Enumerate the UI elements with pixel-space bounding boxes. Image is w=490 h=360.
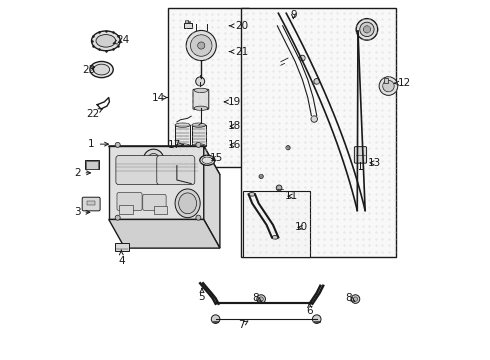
- Circle shape: [286, 145, 290, 150]
- Bar: [175, 125, 190, 146]
- FancyBboxPatch shape: [117, 193, 142, 211]
- Circle shape: [115, 142, 120, 147]
- Ellipse shape: [175, 144, 190, 148]
- Circle shape: [144, 149, 164, 169]
- Text: 8: 8: [252, 293, 262, 303]
- Circle shape: [383, 80, 394, 92]
- Circle shape: [186, 31, 216, 60]
- Text: 11: 11: [285, 191, 298, 201]
- Ellipse shape: [194, 106, 208, 111]
- Text: 14: 14: [151, 93, 168, 103]
- Circle shape: [299, 55, 305, 61]
- Text: 6: 6: [306, 303, 313, 316]
- Bar: [168, 8, 248, 167]
- Text: 19: 19: [224, 97, 241, 107]
- Circle shape: [356, 19, 378, 40]
- Bar: [185, 20, 188, 23]
- Circle shape: [276, 185, 282, 191]
- Bar: [153, 206, 167, 214]
- Circle shape: [148, 153, 159, 165]
- Polygon shape: [109, 146, 204, 220]
- Text: 20: 20: [229, 21, 248, 31]
- Circle shape: [313, 315, 321, 323]
- Circle shape: [173, 162, 180, 169]
- Polygon shape: [109, 146, 220, 175]
- Bar: [189, 21, 191, 23]
- Circle shape: [351, 295, 360, 303]
- Circle shape: [196, 142, 201, 147]
- Ellipse shape: [272, 235, 278, 239]
- Circle shape: [196, 215, 201, 220]
- Circle shape: [360, 22, 374, 37]
- Polygon shape: [204, 146, 220, 248]
- FancyBboxPatch shape: [116, 156, 159, 185]
- Bar: [192, 125, 205, 146]
- Ellipse shape: [202, 157, 213, 163]
- Circle shape: [170, 158, 184, 173]
- Circle shape: [259, 297, 263, 301]
- Ellipse shape: [192, 144, 205, 148]
- Ellipse shape: [200, 155, 215, 165]
- Circle shape: [197, 42, 205, 49]
- Bar: [243, 191, 310, 257]
- Bar: [184, 23, 192, 28]
- Circle shape: [115, 215, 120, 220]
- Bar: [87, 201, 95, 205]
- Text: 2: 2: [74, 168, 91, 178]
- Polygon shape: [109, 220, 220, 248]
- Circle shape: [259, 174, 263, 179]
- Text: 16: 16: [228, 140, 241, 150]
- FancyBboxPatch shape: [193, 89, 209, 109]
- Text: 1: 1: [88, 139, 108, 149]
- Text: 3: 3: [74, 207, 90, 217]
- Ellipse shape: [92, 31, 120, 51]
- FancyBboxPatch shape: [143, 194, 166, 211]
- Text: 22: 22: [86, 109, 102, 119]
- Text: 18: 18: [228, 121, 241, 131]
- Text: 17: 17: [168, 140, 183, 150]
- Text: 12: 12: [395, 78, 411, 88]
- Text: 10: 10: [295, 222, 308, 232]
- Ellipse shape: [194, 88, 208, 93]
- Text: 23: 23: [82, 64, 96, 75]
- Text: 15: 15: [210, 153, 223, 163]
- Ellipse shape: [90, 62, 113, 78]
- Circle shape: [257, 295, 266, 303]
- Circle shape: [191, 35, 212, 56]
- Ellipse shape: [196, 77, 205, 86]
- Text: 9: 9: [290, 10, 297, 20]
- Circle shape: [364, 26, 370, 33]
- Ellipse shape: [311, 116, 318, 122]
- Circle shape: [379, 77, 398, 95]
- Ellipse shape: [94, 64, 110, 75]
- Bar: [119, 205, 133, 214]
- Circle shape: [353, 297, 358, 301]
- FancyBboxPatch shape: [82, 197, 100, 211]
- Circle shape: [314, 78, 319, 84]
- FancyBboxPatch shape: [354, 147, 367, 163]
- Bar: [384, 78, 388, 83]
- Text: 7: 7: [238, 320, 248, 330]
- Text: 5: 5: [198, 288, 205, 302]
- Text: 13: 13: [368, 158, 381, 168]
- Bar: [115, 243, 129, 251]
- Ellipse shape: [248, 193, 255, 196]
- Text: 4: 4: [118, 250, 124, 266]
- Ellipse shape: [175, 189, 200, 218]
- Ellipse shape: [175, 123, 190, 127]
- Text: 24: 24: [113, 35, 130, 45]
- Bar: [242, 8, 395, 257]
- Circle shape: [211, 315, 220, 323]
- Text: 21: 21: [229, 46, 248, 57]
- Ellipse shape: [179, 193, 196, 214]
- Ellipse shape: [96, 35, 116, 47]
- Bar: [86, 161, 98, 168]
- Text: 8: 8: [345, 293, 355, 303]
- Ellipse shape: [192, 123, 205, 127]
- Bar: [85, 160, 99, 169]
- FancyBboxPatch shape: [157, 156, 195, 185]
